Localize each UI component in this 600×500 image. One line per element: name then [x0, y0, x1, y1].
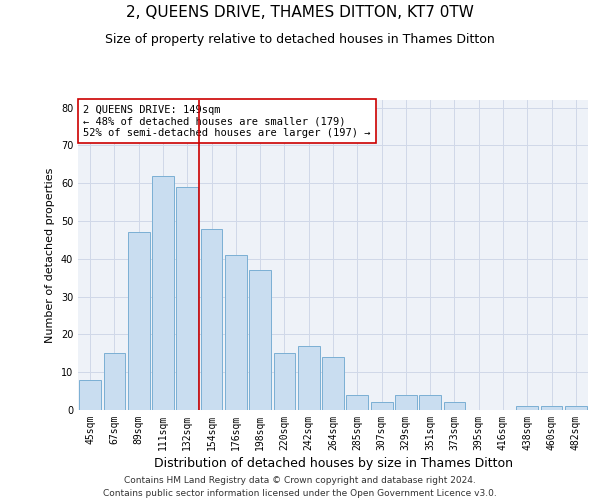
Bar — [225, 255, 247, 410]
Bar — [517, 406, 538, 410]
Bar — [395, 395, 417, 410]
Text: Size of property relative to detached houses in Thames Ditton: Size of property relative to detached ho… — [105, 32, 495, 46]
Text: Contains HM Land Registry data © Crown copyright and database right 2024.
Contai: Contains HM Land Registry data © Crown c… — [103, 476, 497, 498]
Bar — [298, 346, 320, 410]
Bar — [152, 176, 174, 410]
Bar — [371, 402, 392, 410]
Bar — [443, 402, 466, 410]
Bar — [128, 232, 149, 410]
Text: Distribution of detached houses by size in Thames Ditton: Distribution of detached houses by size … — [154, 458, 512, 470]
Bar — [565, 406, 587, 410]
Bar — [346, 395, 368, 410]
Bar — [274, 354, 295, 410]
Bar — [200, 228, 223, 410]
Bar — [541, 406, 562, 410]
Bar — [419, 395, 441, 410]
Bar — [104, 354, 125, 410]
Y-axis label: Number of detached properties: Number of detached properties — [45, 168, 55, 342]
Bar — [249, 270, 271, 410]
Bar — [322, 357, 344, 410]
Text: 2 QUEENS DRIVE: 149sqm
← 48% of detached houses are smaller (179)
52% of semi-de: 2 QUEENS DRIVE: 149sqm ← 48% of detached… — [83, 104, 371, 138]
Text: 2, QUEENS DRIVE, THAMES DITTON, KT7 0TW: 2, QUEENS DRIVE, THAMES DITTON, KT7 0TW — [126, 5, 474, 20]
Bar — [176, 187, 198, 410]
Bar — [79, 380, 101, 410]
